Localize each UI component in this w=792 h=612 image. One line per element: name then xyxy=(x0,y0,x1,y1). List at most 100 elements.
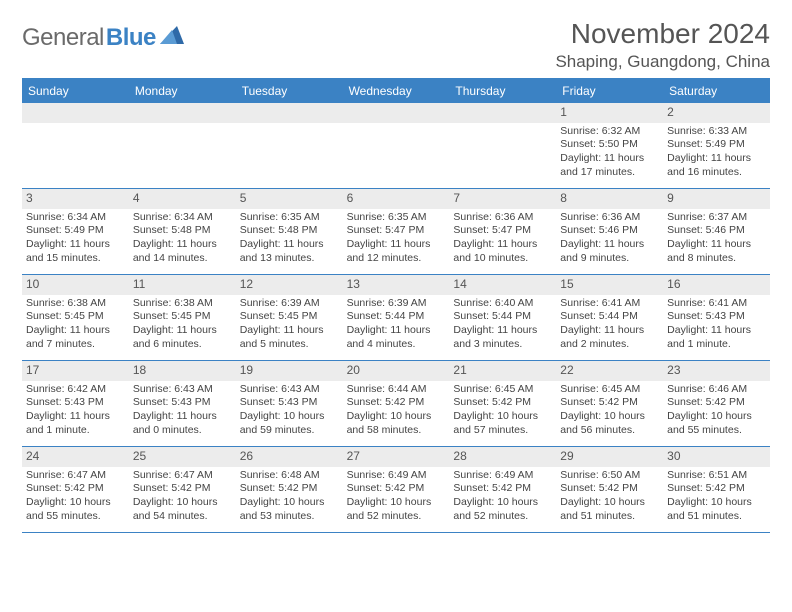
dayhead-monday: Monday xyxy=(129,80,236,103)
day-number: 21 xyxy=(449,361,556,381)
daylight-text: Daylight: 11 hours xyxy=(667,152,766,166)
daylight-text: and 12 minutes. xyxy=(347,252,446,266)
daylight-text: and 10 minutes. xyxy=(453,252,552,266)
sunrise-text: Sunrise: 6:35 AM xyxy=(347,211,446,225)
daylight-text: Daylight: 11 hours xyxy=(133,324,232,338)
day-cell-26: 26Sunrise: 6:48 AMSunset: 5:42 PMDayligh… xyxy=(236,447,343,533)
day-number: 25 xyxy=(129,447,236,467)
header: General Blue November 2024 Shaping, Guan… xyxy=(22,18,770,72)
daylight-text: and 8 minutes. xyxy=(667,252,766,266)
day-number: 5 xyxy=(236,189,343,209)
sunrise-text: Sunrise: 6:50 AM xyxy=(560,469,659,483)
brand-logo: General Blue xyxy=(22,24,184,52)
sunrise-text: Sunrise: 6:34 AM xyxy=(26,211,125,225)
daylight-text: Daylight: 10 hours xyxy=(26,496,125,510)
sunrise-text: Sunrise: 6:47 AM xyxy=(133,469,232,483)
sunset-text: Sunset: 5:42 PM xyxy=(347,396,446,410)
daylight-text: and 1 minute. xyxy=(667,338,766,352)
day-cell-19: 19Sunrise: 6:43 AMSunset: 5:43 PMDayligh… xyxy=(236,361,343,447)
sunrise-text: Sunrise: 6:34 AM xyxy=(133,211,232,225)
day-cell-28: 28Sunrise: 6:49 AMSunset: 5:42 PMDayligh… xyxy=(449,447,556,533)
daylight-text: and 0 minutes. xyxy=(133,424,232,438)
day-cell-17: 17Sunrise: 6:42 AMSunset: 5:43 PMDayligh… xyxy=(22,361,129,447)
sunset-text: Sunset: 5:46 PM xyxy=(560,224,659,238)
day-number: 10 xyxy=(22,275,129,295)
sunrise-text: Sunrise: 6:49 AM xyxy=(347,469,446,483)
day-cell-3: 3Sunrise: 6:34 AMSunset: 5:49 PMDaylight… xyxy=(22,189,129,275)
sunrise-text: Sunrise: 6:43 AM xyxy=(240,383,339,397)
daylight-text: and 5 minutes. xyxy=(240,338,339,352)
day-cell-10: 10Sunrise: 6:38 AMSunset: 5:45 PMDayligh… xyxy=(22,275,129,361)
sunrise-text: Sunrise: 6:47 AM xyxy=(26,469,125,483)
daylight-text: Daylight: 10 hours xyxy=(667,410,766,424)
dayhead-tuesday: Tuesday xyxy=(236,80,343,103)
day-cell-15: 15Sunrise: 6:41 AMSunset: 5:44 PMDayligh… xyxy=(556,275,663,361)
daylight-text: and 3 minutes. xyxy=(453,338,552,352)
sunset-text: Sunset: 5:42 PM xyxy=(453,396,552,410)
day-cell-14: 14Sunrise: 6:40 AMSunset: 5:44 PMDayligh… xyxy=(449,275,556,361)
day-number: 15 xyxy=(556,275,663,295)
daylight-text: and 15 minutes. xyxy=(26,252,125,266)
day-number-blank xyxy=(236,103,343,123)
day-cell-18: 18Sunrise: 6:43 AMSunset: 5:43 PMDayligh… xyxy=(129,361,236,447)
daylight-text: and 55 minutes. xyxy=(667,424,766,438)
daylight-text: Daylight: 11 hours xyxy=(560,152,659,166)
daylight-text: Daylight: 11 hours xyxy=(560,324,659,338)
sunrise-text: Sunrise: 6:45 AM xyxy=(453,383,552,397)
day-cell-6: 6Sunrise: 6:35 AMSunset: 5:47 PMDaylight… xyxy=(343,189,450,275)
day-cell-12: 12Sunrise: 6:39 AMSunset: 5:45 PMDayligh… xyxy=(236,275,343,361)
sunset-text: Sunset: 5:50 PM xyxy=(560,138,659,152)
daylight-text: Daylight: 11 hours xyxy=(26,410,125,424)
sunrise-text: Sunrise: 6:38 AM xyxy=(26,297,125,311)
sunrise-text: Sunrise: 6:39 AM xyxy=(240,297,339,311)
dayhead-saturday: Saturday xyxy=(663,80,770,103)
sunset-text: Sunset: 5:42 PM xyxy=(560,482,659,496)
daylight-text: Daylight: 11 hours xyxy=(453,238,552,252)
day-cell-13: 13Sunrise: 6:39 AMSunset: 5:44 PMDayligh… xyxy=(343,275,450,361)
daylight-text: and 51 minutes. xyxy=(560,510,659,524)
daylight-text: and 51 minutes. xyxy=(667,510,766,524)
day-cell-7: 7Sunrise: 6:36 AMSunset: 5:47 PMDaylight… xyxy=(449,189,556,275)
location-text: Shaping, Guangdong, China xyxy=(555,52,770,72)
sunrise-text: Sunrise: 6:45 AM xyxy=(560,383,659,397)
day-number: 7 xyxy=(449,189,556,209)
day-cell-2: 2Sunrise: 6:33 AMSunset: 5:49 PMDaylight… xyxy=(663,103,770,189)
sunset-text: Sunset: 5:47 PM xyxy=(453,224,552,238)
day-cell-11: 11Sunrise: 6:38 AMSunset: 5:45 PMDayligh… xyxy=(129,275,236,361)
daylight-text: Daylight: 10 hours xyxy=(347,410,446,424)
day-number: 14 xyxy=(449,275,556,295)
sunset-text: Sunset: 5:42 PM xyxy=(133,482,232,496)
daylight-text: and 16 minutes. xyxy=(667,166,766,180)
day-number: 11 xyxy=(129,275,236,295)
daylight-text: Daylight: 11 hours xyxy=(347,324,446,338)
day-number: 6 xyxy=(343,189,450,209)
day-cell-1: 1Sunrise: 6:32 AMSunset: 5:50 PMDaylight… xyxy=(556,103,663,189)
daylight-text: and 13 minutes. xyxy=(240,252,339,266)
sunset-text: Sunset: 5:42 PM xyxy=(26,482,125,496)
day-number: 1 xyxy=(556,103,663,123)
sunset-text: Sunset: 5:45 PM xyxy=(26,310,125,324)
day-number: 13 xyxy=(343,275,450,295)
sunrise-text: Sunrise: 6:42 AM xyxy=(26,383,125,397)
daylight-text: and 52 minutes. xyxy=(453,510,552,524)
sunrise-text: Sunrise: 6:33 AM xyxy=(667,125,766,139)
day-cell-blank xyxy=(449,103,556,189)
daylight-text: Daylight: 11 hours xyxy=(133,410,232,424)
sunrise-text: Sunrise: 6:44 AM xyxy=(347,383,446,397)
sunrise-text: Sunrise: 6:48 AM xyxy=(240,469,339,483)
sunset-text: Sunset: 5:49 PM xyxy=(667,138,766,152)
sunrise-text: Sunrise: 6:37 AM xyxy=(667,211,766,225)
daylight-text: and 14 minutes. xyxy=(133,252,232,266)
day-number: 18 xyxy=(129,361,236,381)
day-number: 22 xyxy=(556,361,663,381)
sunset-text: Sunset: 5:43 PM xyxy=(240,396,339,410)
day-number: 19 xyxy=(236,361,343,381)
daylight-text: and 54 minutes. xyxy=(133,510,232,524)
sunset-text: Sunset: 5:44 PM xyxy=(453,310,552,324)
day-number: 24 xyxy=(22,447,129,467)
day-number: 20 xyxy=(343,361,450,381)
sunrise-text: Sunrise: 6:43 AM xyxy=(133,383,232,397)
daylight-text: Daylight: 11 hours xyxy=(667,324,766,338)
daylight-text: and 7 minutes. xyxy=(26,338,125,352)
daylight-text: Daylight: 11 hours xyxy=(347,238,446,252)
